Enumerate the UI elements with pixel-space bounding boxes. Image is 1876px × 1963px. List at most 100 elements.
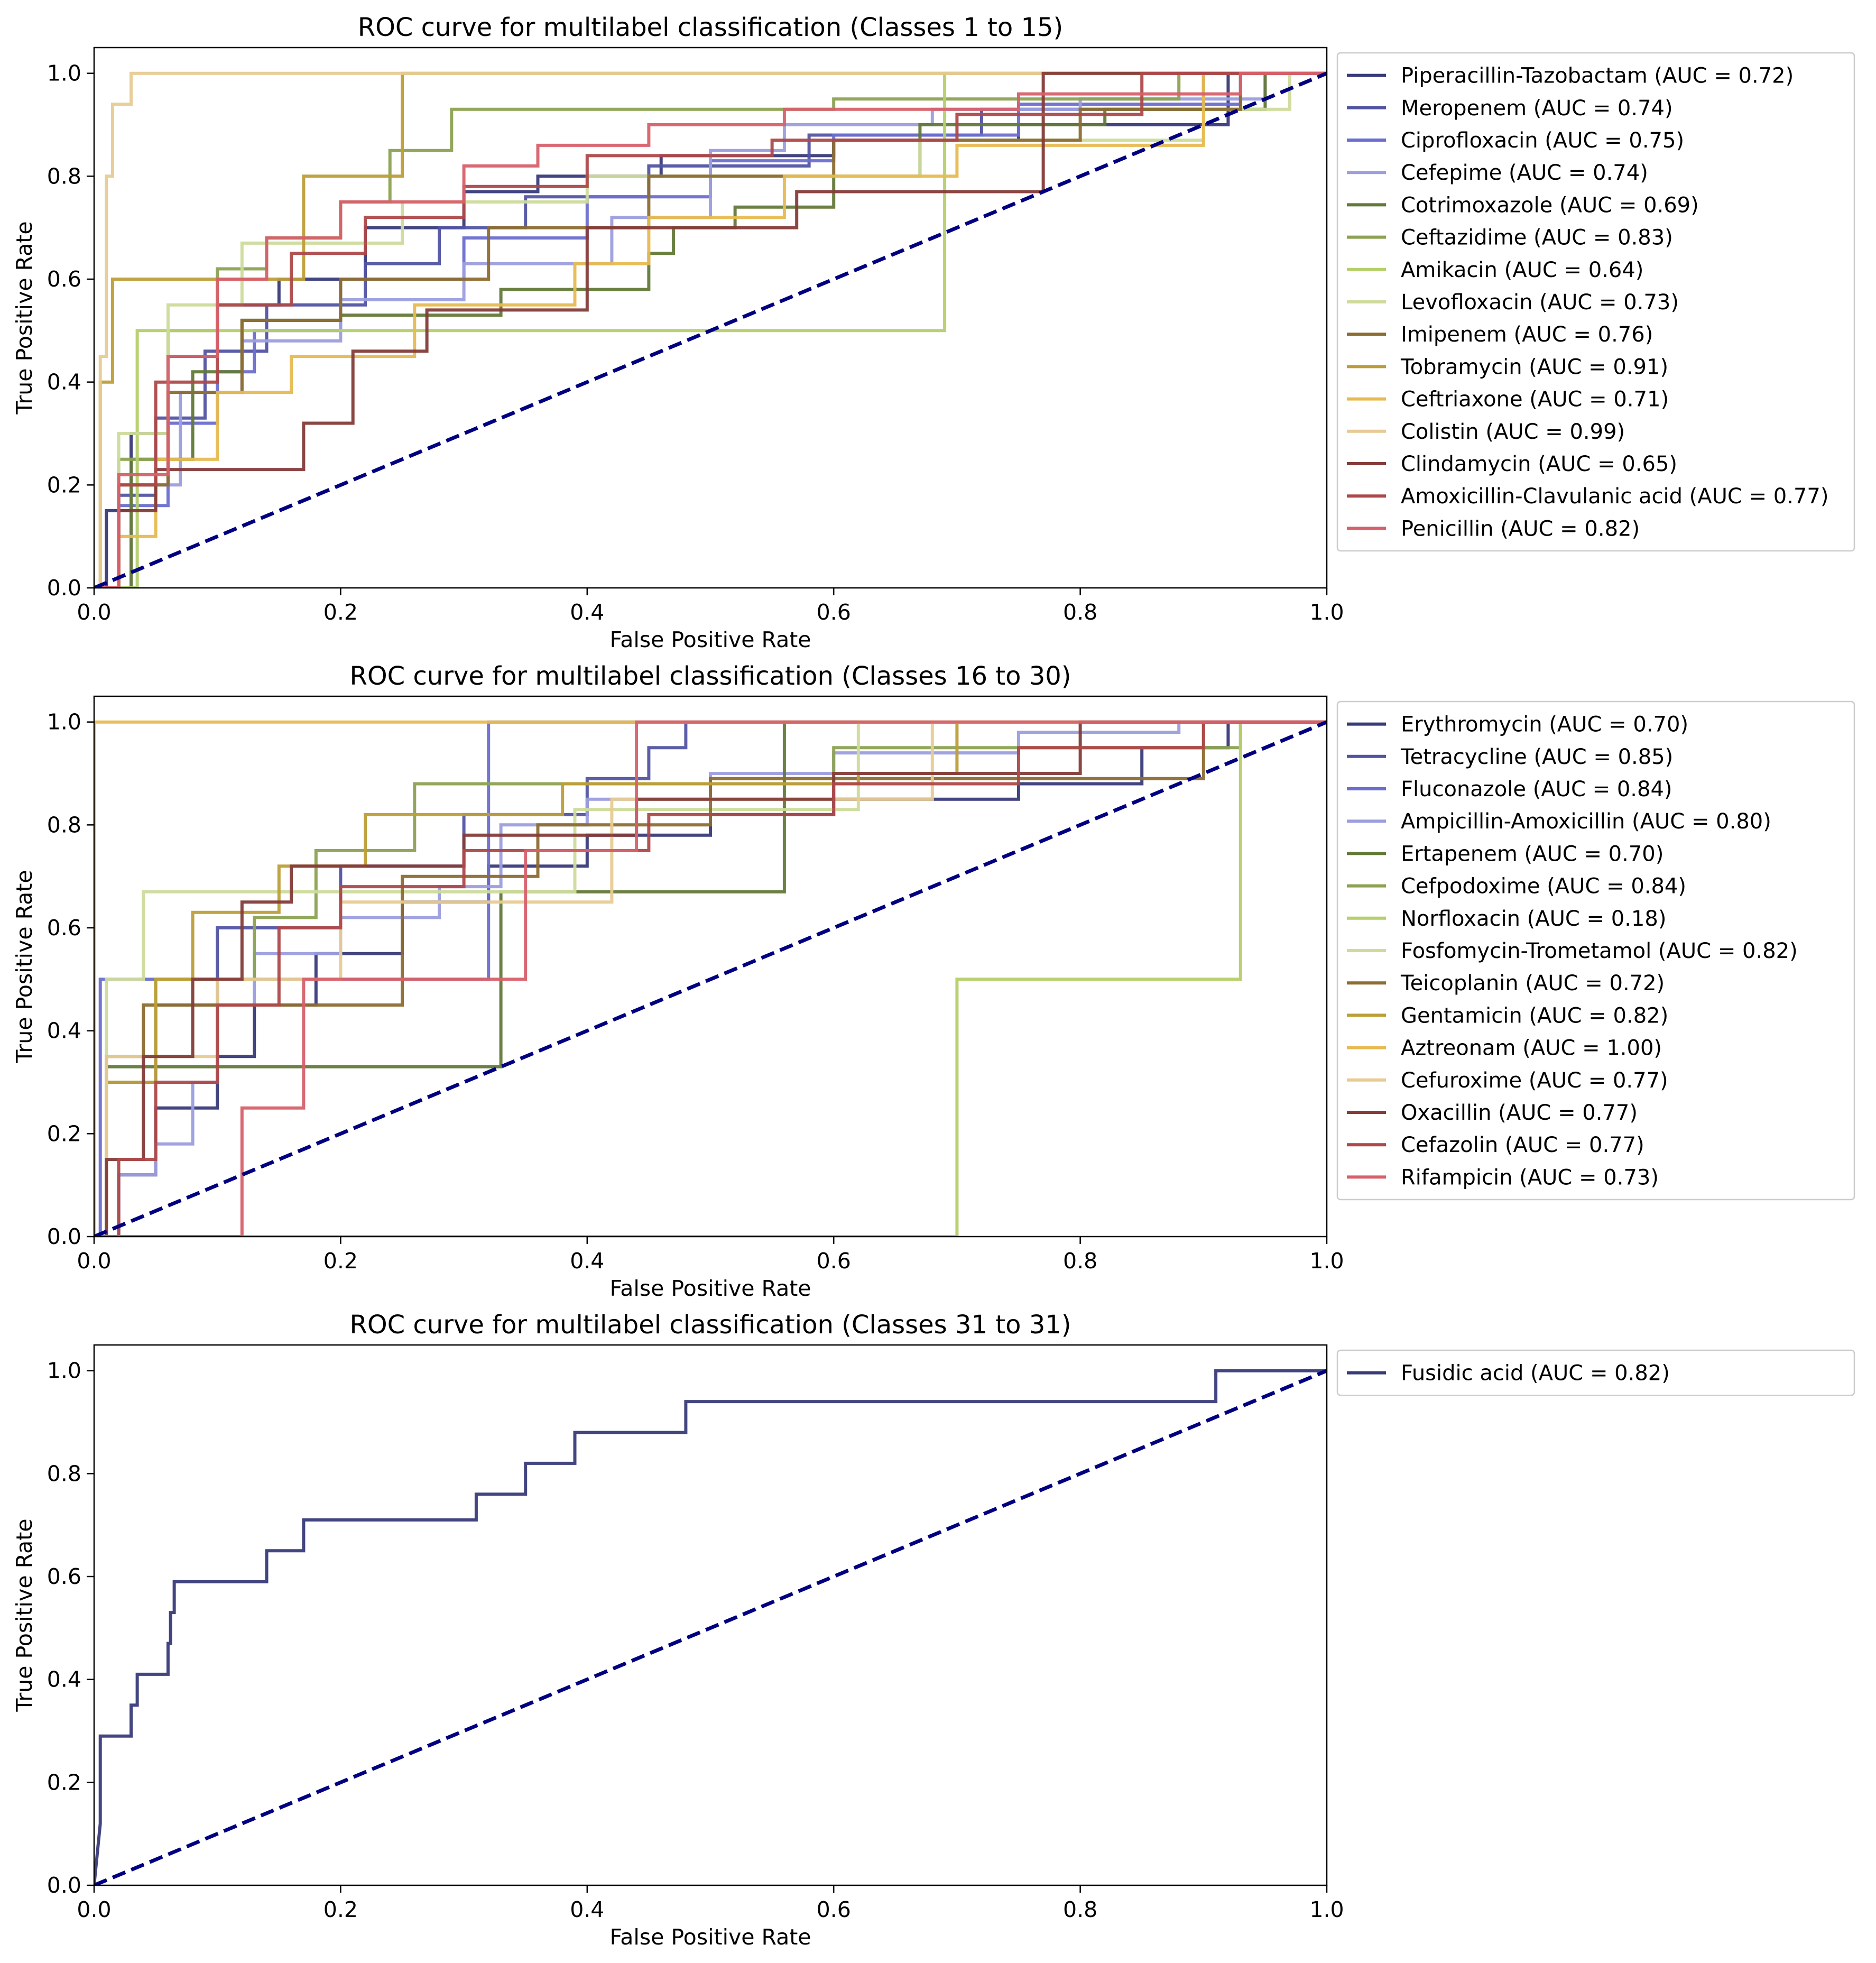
legend-box bbox=[1336, 52, 1855, 552]
legend-label: Teicoplanin (AUC = 0.72) bbox=[1400, 971, 1665, 996]
x-tick-label: 0.0 bbox=[77, 1248, 111, 1274]
roc-curve-line bbox=[94, 71, 1327, 588]
legend-label: Ceftriaxone (AUC = 0.71) bbox=[1401, 388, 1669, 412]
legend-label: Meropenem (AUC = 0.74) bbox=[1401, 96, 1673, 121]
y-tick-label: 0.6 bbox=[47, 1564, 81, 1589]
x-axis-label: False Positive Rate bbox=[609, 1276, 811, 1301]
roc-curve-line bbox=[94, 71, 1327, 588]
y-tick-label: 0.8 bbox=[47, 812, 81, 837]
chart-title: ROC curve for multilabel classification … bbox=[349, 1310, 1071, 1340]
legend: Fusidic acid (AUC = 0.82) bbox=[1336, 1349, 1855, 1396]
x-tick-label: 0.0 bbox=[77, 600, 111, 625]
x-tick-label: 0.4 bbox=[570, 1248, 604, 1274]
legend-label: Fluconazole (AUC = 0.84) bbox=[1401, 777, 1672, 801]
y-tick-label: 0.8 bbox=[47, 163, 81, 189]
x-tick-label: 1.0 bbox=[1309, 1897, 1344, 1922]
legend-label: Amikacin (AUC = 0.64) bbox=[1401, 258, 1643, 282]
roc-panel-1: ROC curve for multilabel classification … bbox=[12, 13, 1855, 652]
legend-label: Fusidic acid (AUC = 0.82) bbox=[1401, 1361, 1670, 1386]
y-tick-label: 0.6 bbox=[47, 915, 81, 941]
x-tick-label: 0.2 bbox=[324, 1248, 358, 1274]
roc-panel-3: ROC curve for multilabel classification … bbox=[12, 1310, 1855, 1950]
legend-label: Tetracycline (AUC = 0.85) bbox=[1400, 745, 1673, 769]
x-tick-label: 0.8 bbox=[1063, 1248, 1097, 1274]
chance-line bbox=[94, 1369, 1327, 1885]
y-axis-label: True Positive Rate bbox=[12, 870, 37, 1063]
roc-curve-line bbox=[94, 1369, 1327, 1885]
roc-curve-line bbox=[94, 71, 1327, 588]
chart-title: ROC curve for multilabel classification … bbox=[349, 661, 1071, 691]
y-tick-label: 1.0 bbox=[47, 1358, 81, 1384]
legend-label: Erythromycin (AUC = 0.70) bbox=[1401, 713, 1688, 737]
legend-label: Cefpodoxime (AUC = 0.84) bbox=[1401, 874, 1686, 899]
x-tick-label: 0.4 bbox=[570, 1897, 604, 1922]
series-group bbox=[94, 1369, 1327, 1885]
series-group bbox=[94, 720, 1327, 1237]
y-tick-label: 0.4 bbox=[47, 370, 81, 395]
x-tick-label: 0.6 bbox=[817, 600, 851, 625]
legend-label: Gentamicin (AUC = 0.82) bbox=[1401, 1003, 1668, 1028]
legend-box bbox=[1336, 701, 1855, 1201]
y-tick-label: 0.8 bbox=[47, 1461, 81, 1486]
y-tick-label: 0.0 bbox=[47, 575, 81, 601]
y-axis-label: True Positive Rate bbox=[12, 1518, 37, 1712]
x-tick-label: 0.4 bbox=[570, 600, 604, 625]
legend-label: Cotrimoxazole (AUC = 0.69) bbox=[1401, 193, 1699, 217]
roc-panel-2: ROC curve for multilabel classification … bbox=[12, 661, 1855, 1301]
y-tick-label: 0.4 bbox=[47, 1667, 81, 1692]
legend-label: Levofloxacin (AUC = 0.73) bbox=[1401, 290, 1679, 315]
roc-curve-line bbox=[94, 71, 1327, 588]
legend-box bbox=[1336, 1349, 1855, 1396]
roc-curve-line bbox=[94, 71, 1327, 588]
roc-curve-line bbox=[94, 720, 1327, 1237]
x-tick-label: 0.2 bbox=[324, 1897, 358, 1922]
legend-label: Tobramycin (AUC = 0.91) bbox=[1400, 355, 1668, 379]
legend-label: Fosfomycin-Trometamol (AUC = 0.82) bbox=[1401, 939, 1798, 963]
legend-label: Piperacillin-Tazobactam (AUC = 0.72) bbox=[1401, 64, 1794, 88]
x-axis-label: False Positive Rate bbox=[609, 1924, 811, 1950]
roc-curve-line bbox=[94, 720, 1327, 1237]
legend-label: Oxacillin (AUC = 0.77) bbox=[1401, 1101, 1638, 1125]
y-tick-label: 0.6 bbox=[47, 266, 81, 292]
legend-label: Ciprofloxacin (AUC = 0.75) bbox=[1401, 128, 1684, 153]
legend-label: Ertapenem (AUC = 0.70) bbox=[1401, 842, 1664, 866]
legend-label: Ampicillin-Amoxicillin (AUC = 0.80) bbox=[1401, 809, 1771, 834]
y-tick-label: 1.0 bbox=[47, 61, 81, 86]
legend-label: Rifampicin (AUC = 0.73) bbox=[1401, 1165, 1659, 1190]
x-tick-label: 0.6 bbox=[817, 1897, 851, 1922]
x-tick-label: 0.8 bbox=[1063, 600, 1097, 625]
y-axis-label: True Positive Rate bbox=[12, 221, 37, 414]
legend-label: Imipenem (AUC = 0.76) bbox=[1401, 322, 1653, 347]
legend-label: Cefazolin (AUC = 0.77) bbox=[1401, 1133, 1644, 1157]
legend-label: Penicillin (AUC = 0.82) bbox=[1401, 517, 1640, 541]
y-tick-label: 0.2 bbox=[47, 472, 81, 497]
chart-title: ROC curve for multilabel classification … bbox=[358, 13, 1064, 42]
x-tick-label: 0.8 bbox=[1063, 1897, 1097, 1922]
plot-frame bbox=[93, 695, 1328, 1238]
x-tick-label: 1.0 bbox=[1309, 1248, 1344, 1274]
legend-label: Norfloxacin (AUC = 0.18) bbox=[1401, 907, 1666, 931]
x-tick-label: 1.0 bbox=[1309, 600, 1344, 625]
y-tick-label: 0.4 bbox=[47, 1018, 81, 1044]
legend-label: Amoxicillin-Clavulanic acid (AUC = 0.77) bbox=[1401, 484, 1828, 509]
y-tick-label: 0.2 bbox=[47, 1770, 81, 1795]
chance-line bbox=[94, 720, 1327, 1237]
x-tick-label: 0.0 bbox=[77, 1897, 111, 1922]
legend-label: Clindamycin (AUC = 0.65) bbox=[1401, 452, 1677, 476]
y-tick-label: 0.2 bbox=[47, 1121, 81, 1146]
legend-label: Ceftazidime (AUC = 0.83) bbox=[1401, 226, 1673, 250]
legend: Erythromycin (AUC = 0.70) Tetracycline (A… bbox=[1336, 701, 1855, 1201]
y-tick-label: 1.0 bbox=[47, 709, 81, 735]
chance-line bbox=[94, 71, 1327, 588]
roc-curve-line bbox=[94, 720, 1327, 1237]
x-tick-label: 0.2 bbox=[324, 600, 358, 625]
legend: Piperacillin-Tazobactam (AUC = 0.72) Mero… bbox=[1336, 52, 1855, 552]
plot-frame bbox=[93, 47, 1328, 589]
y-tick-label: 0.0 bbox=[47, 1873, 81, 1898]
legend-label: Colistin (AUC = 0.99) bbox=[1401, 420, 1625, 444]
roc-curve-line bbox=[94, 720, 1327, 1237]
roc-curve-line bbox=[94, 71, 1327, 588]
plot-frame bbox=[93, 1344, 1328, 1886]
x-tick-label: 0.6 bbox=[817, 1248, 851, 1274]
